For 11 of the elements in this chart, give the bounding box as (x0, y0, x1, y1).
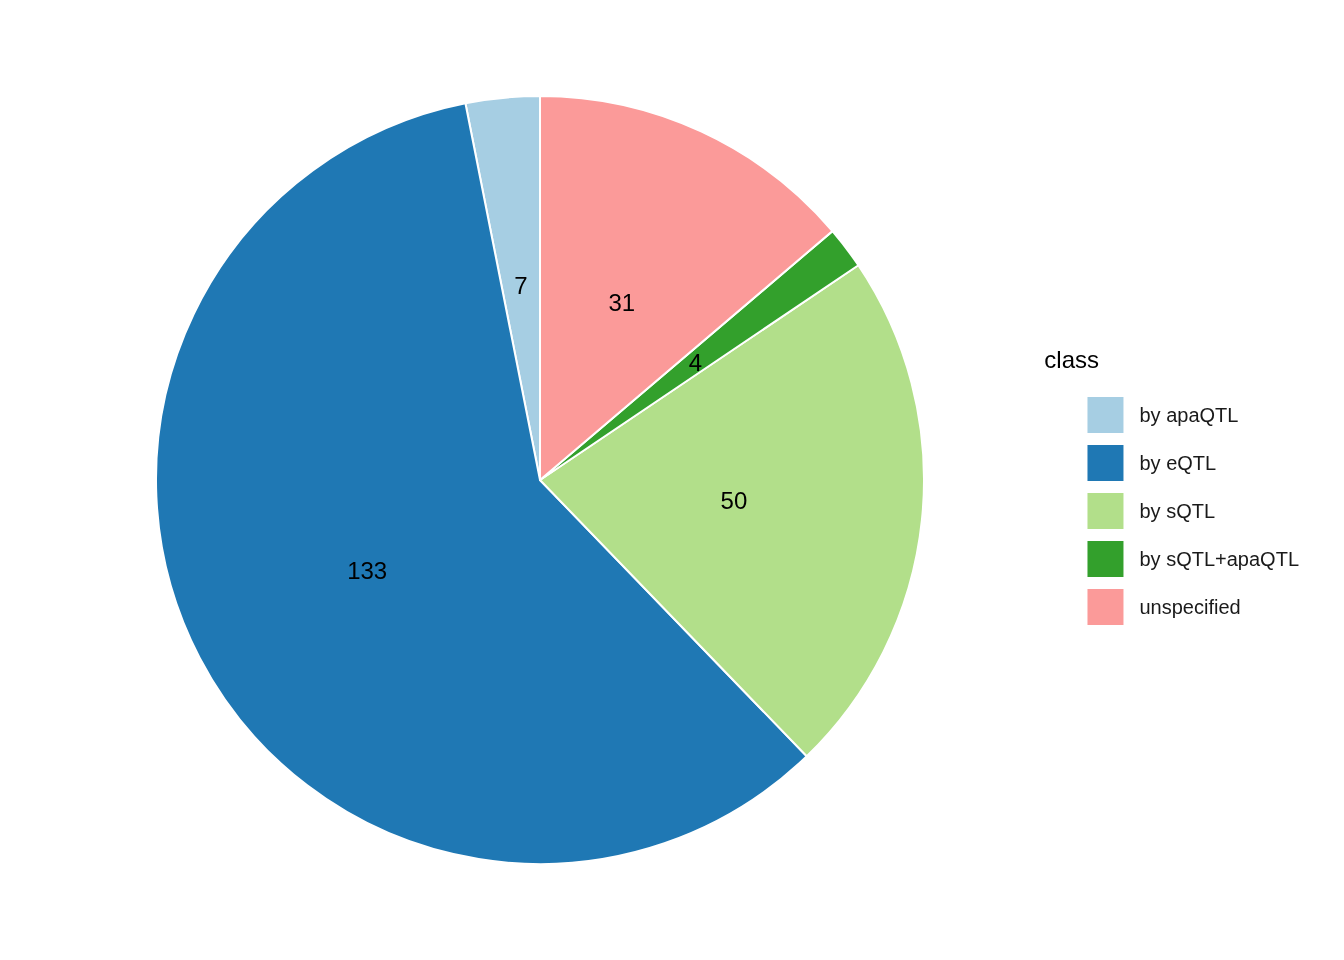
data-label: 133 (347, 556, 388, 584)
legend-label: by sQTL (1139, 500, 1216, 522)
data-label: 4 (688, 348, 702, 376)
data-label: 50 (720, 486, 748, 514)
legend-label: by sQTL+apaQTL (1139, 548, 1300, 570)
legend-label: by eQTL (1139, 452, 1217, 474)
legend-label: by apaQTL (1139, 404, 1239, 426)
data-label: 31 (608, 289, 636, 317)
legend-label: unspecified (1139, 596, 1241, 618)
legend-title: class (1044, 345, 1100, 373)
data-label: 7 (514, 272, 528, 300)
